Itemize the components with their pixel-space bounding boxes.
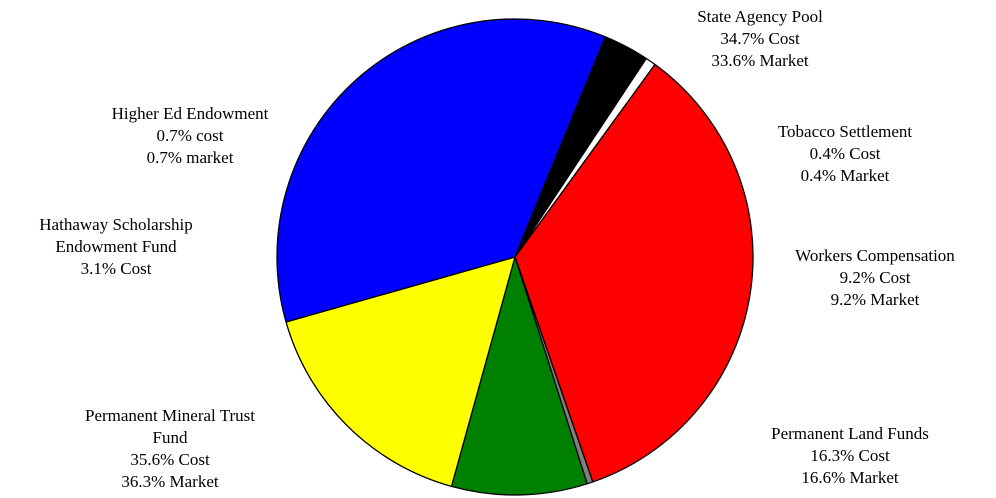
label-permanent-mineral-trust-fund: Permanent Mineral Trust Fund 35.6% Cost … (50, 405, 290, 493)
label-permanent-mineral-trust-fund-market: 36.3% Market (50, 471, 290, 493)
label-hathaway-scholarship-name-2: Endowment Fund (6, 236, 226, 258)
label-permanent-land-funds-name: Permanent Land Funds (730, 423, 970, 445)
label-permanent-land-funds: Permanent Land Funds 16.3% Cost 16.6% Ma… (730, 423, 970, 489)
label-tobacco-settlement-name: Tobacco Settlement (745, 121, 945, 143)
label-state-agency-pool-name: State Agency Pool (660, 6, 860, 28)
label-state-agency-pool-market: 33.6% Market (660, 50, 860, 72)
label-state-agency-pool-cost: 34.7% Cost (660, 28, 860, 50)
label-workers-compensation: Workers Compensation 9.2% Cost 9.2% Mark… (762, 245, 988, 311)
label-permanent-mineral-trust-fund-name: Permanent Mineral Trust (50, 405, 290, 427)
label-higher-ed-endowment-market: 0.7% market (80, 147, 300, 169)
label-workers-compensation-name: Workers Compensation (762, 245, 988, 267)
label-hathaway-scholarship: Hathaway Scholarship Endowment Fund 3.1%… (6, 214, 226, 280)
label-hathaway-scholarship-name: Hathaway Scholarship (6, 214, 226, 236)
label-workers-compensation-market: 9.2% Market (762, 289, 988, 311)
label-tobacco-settlement: Tobacco Settlement 0.4% Cost 0.4% Market (745, 121, 945, 187)
label-permanent-land-funds-cost: 16.3% Cost (730, 445, 970, 467)
label-state-agency-pool: State Agency Pool 34.7% Cost 33.6% Marke… (660, 6, 860, 72)
label-permanent-mineral-trust-fund-name-2: Fund (50, 427, 290, 449)
label-higher-ed-endowment-name: Higher Ed Endowment (80, 103, 300, 125)
label-higher-ed-endowment-cost: 0.7% cost (80, 125, 300, 147)
label-permanent-mineral-trust-fund-cost: 35.6% Cost (50, 449, 290, 471)
label-workers-compensation-cost: 9.2% Cost (762, 267, 988, 289)
label-permanent-land-funds-market: 16.6% Market (730, 467, 970, 489)
label-tobacco-settlement-market: 0.4% Market (745, 165, 945, 187)
label-higher-ed-endowment: Higher Ed Endowment 0.7% cost 0.7% marke… (80, 103, 300, 169)
label-tobacco-settlement-cost: 0.4% Cost (745, 143, 945, 165)
label-hathaway-scholarship-cost: 3.1% Cost (6, 258, 226, 280)
